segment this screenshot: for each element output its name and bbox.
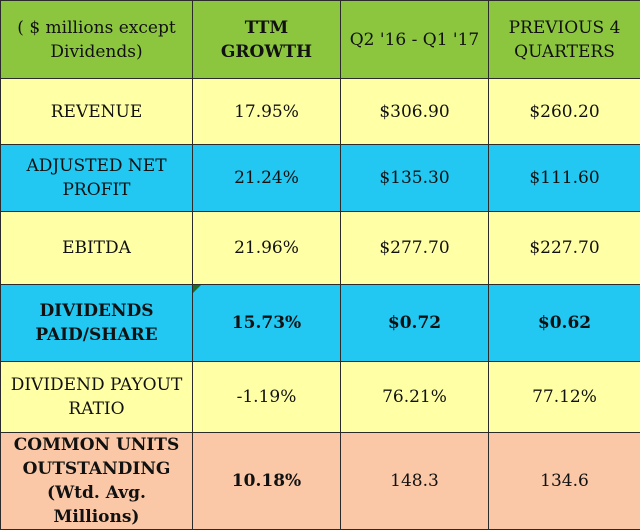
previous-period-value: $0.62: [489, 285, 640, 362]
current-period-value: 76.21%: [341, 362, 489, 433]
header-current-period: Q2 '16 - Q1 '17: [341, 1, 489, 79]
ttm-growth-value: 21.96%: [193, 212, 341, 285]
header-row: ( $ millions except Dividends) TTM GROWT…: [1, 1, 640, 79]
table-row-ebitda: EBITDA 21.96% $277.70 $227.70: [1, 212, 640, 285]
ttm-growth-value: 21.24%: [193, 145, 341, 212]
table-row-revenue: REVENUE 17.95% $306.90 $260.20: [1, 79, 640, 145]
ttm-growth-value: -1.19%: [193, 362, 341, 433]
ttm-growth-text: 15.73%: [232, 313, 301, 333]
header-units-note: ( $ millions except Dividends): [1, 1, 193, 79]
header-previous-period: PREVIOUS 4 QUARTERS: [489, 1, 640, 79]
table-row-dividends-paid-per-share: DIVIDENDS PAID/SHARE 15.73% $0.72 $0.62: [1, 285, 640, 362]
header-ttm-growth: TTM GROWTH: [193, 1, 341, 79]
table-row-dividend-payout-ratio: DIVIDEND PAYOUT RATIO -1.19% 76.21% 77.1…: [1, 362, 640, 433]
previous-period-value: $260.20: [489, 79, 640, 145]
current-period-value: $0.72: [341, 285, 489, 362]
previous-period-value: $111.60: [489, 145, 640, 212]
table-row-common-units-outstanding: COMMON UNITS OUTSTANDING (Wtd. Avg. Mill…: [1, 433, 640, 530]
row-label: DIVIDENDS PAID/SHARE: [1, 285, 193, 362]
current-period-value: $306.90: [341, 79, 489, 145]
current-period-value: 148.3: [341, 433, 489, 530]
ttm-growth-value: 17.95%: [193, 79, 341, 145]
previous-period-value: 77.12%: [489, 362, 640, 433]
row-label: REVENUE: [1, 79, 193, 145]
row-label: DIVIDEND PAYOUT RATIO: [1, 362, 193, 433]
row-label: ADJUSTED NET PROFIT: [1, 145, 193, 212]
current-period-value: $135.30: [341, 145, 489, 212]
row-label: EBITDA: [1, 212, 193, 285]
comment-marker: [193, 285, 201, 293]
previous-period-value: 134.6: [489, 433, 640, 530]
row-label: COMMON UNITS OUTSTANDING (Wtd. Avg. Mill…: [1, 433, 193, 530]
table-row-adjusted-net-profit: ADJUSTED NET PROFIT 21.24% $135.30 $111.…: [1, 145, 640, 212]
ttm-growth-value: 15.73%: [193, 285, 341, 362]
ttm-growth-value: 10.18%: [193, 433, 341, 530]
current-period-value: $277.70: [341, 212, 489, 285]
previous-period-value: $227.70: [489, 212, 640, 285]
